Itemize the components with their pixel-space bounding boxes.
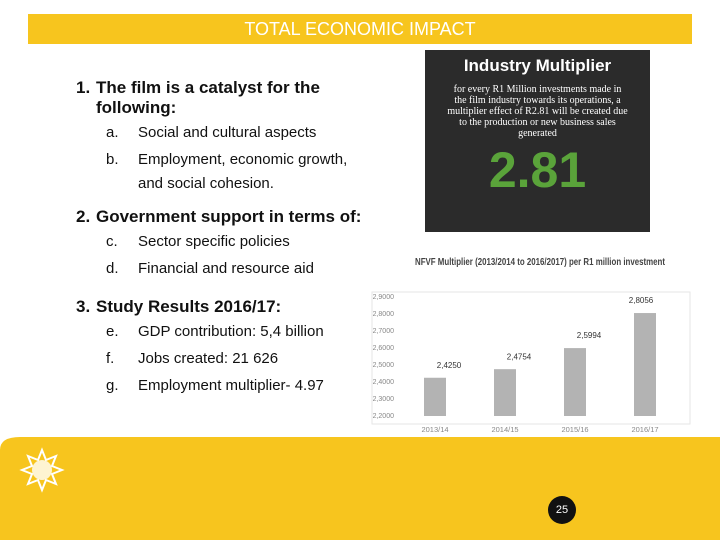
- item-text: Jobs created: 21 626: [138, 350, 279, 367]
- item-text: Employment multiplier- 4.97: [138, 377, 324, 394]
- y-tick-label: 2,3000: [373, 396, 395, 403]
- item-marker: e.: [106, 323, 119, 340]
- y-tick-label: 2,9000: [373, 294, 395, 301]
- list-item: b. Employment, economic growth, and socia…: [106, 148, 376, 196]
- bar: [424, 377, 446, 416]
- bar: [634, 313, 656, 416]
- value-label: 2,4754: [507, 352, 532, 361]
- slide-title: TOTAL ECONOMIC IMPACT: [28, 14, 692, 44]
- card-title: Industry Multiplier: [463, 56, 612, 75]
- section-number: 2.: [76, 207, 91, 226]
- bar: [494, 369, 516, 416]
- y-tick-label: 2,8000: [373, 311, 395, 318]
- section-number: 3.: [76, 297, 91, 316]
- section-heading-text: The film is a catalyst for the following…: [96, 78, 320, 117]
- multiplier-card: Industry Multiplier for every R1 Million…: [425, 50, 650, 232]
- item-marker: f.: [106, 350, 115, 367]
- value-label: 2,5994: [577, 331, 602, 340]
- section-heading: 2. Government support in terms of:: [76, 207, 376, 227]
- item-marker: a.: [106, 124, 119, 141]
- y-tick-label: 2,6000: [373, 345, 395, 352]
- item-text: Social and cultural aspects: [138, 124, 317, 141]
- item-marker: b.: [106, 151, 119, 168]
- list-item: f. Jobs created: 21 626: [106, 347, 376, 371]
- x-tick-label: 2016/17: [631, 425, 658, 434]
- section-number: 1.: [76, 78, 91, 97]
- list-item: d. Financial and resource aid: [106, 257, 376, 281]
- logo: [19, 447, 65, 493]
- list-item: a. Social and cultural aspects: [106, 121, 376, 145]
- page-badge: [548, 496, 576, 524]
- section: 2. Government support in terms of: c. Secto…: [76, 207, 376, 281]
- section-heading-text: Government support in terms of:: [96, 207, 362, 226]
- card-text: for every R1 Million investments made in…: [447, 84, 628, 139]
- item-text: Financial and resource aid: [138, 260, 314, 277]
- list-item: e. GDP contribution: 5,4 billion: [106, 320, 376, 344]
- y-tick-label: 2,2000: [373, 413, 395, 420]
- list-item: c. Sector specific policies: [106, 230, 376, 254]
- value-label: 2,4250: [437, 361, 462, 370]
- x-tick-label: 2013/14: [421, 425, 448, 434]
- item-marker: d.: [106, 260, 119, 277]
- y-tick-label: 2,4000: [373, 379, 395, 386]
- item-marker: g.: [106, 377, 119, 394]
- item-marker: c.: [106, 233, 118, 250]
- y-tick-label: 2,7000: [373, 328, 395, 335]
- page-number: 25: [556, 504, 568, 516]
- y-tick-label: 2,5000: [373, 362, 395, 369]
- section: 3. Study Results 2016/17: e. GDP contributi…: [76, 297, 376, 398]
- bar: [564, 348, 586, 416]
- list-item: g. Employment multiplier- 4.97: [106, 374, 376, 398]
- card-value: 2.81: [488, 142, 587, 198]
- section-heading: 1. The film is a catalyst for the followi…: [76, 78, 376, 118]
- x-tick-label: 2015/16: [561, 425, 588, 434]
- item-text: Sector specific policies: [138, 233, 290, 250]
- x-tick-label: 2014/15: [491, 425, 518, 434]
- value-label: 2,8056: [629, 296, 654, 305]
- section: 1. The film is a catalyst for the followi…: [76, 78, 376, 196]
- section-heading: 3. Study Results 2016/17:: [76, 297, 376, 317]
- item-text: GDP contribution: 5,4 billion: [138, 323, 324, 340]
- section-heading-text: Study Results 2016/17:: [96, 297, 282, 316]
- chart-title: NFVF Multiplier (2013/2014 to 2016/2017)…: [415, 256, 665, 268]
- item-text: Employment, economic growth, and social …: [138, 151, 348, 192]
- chart-frame: [371, 291, 691, 425]
- footer-band: [0, 437, 720, 540]
